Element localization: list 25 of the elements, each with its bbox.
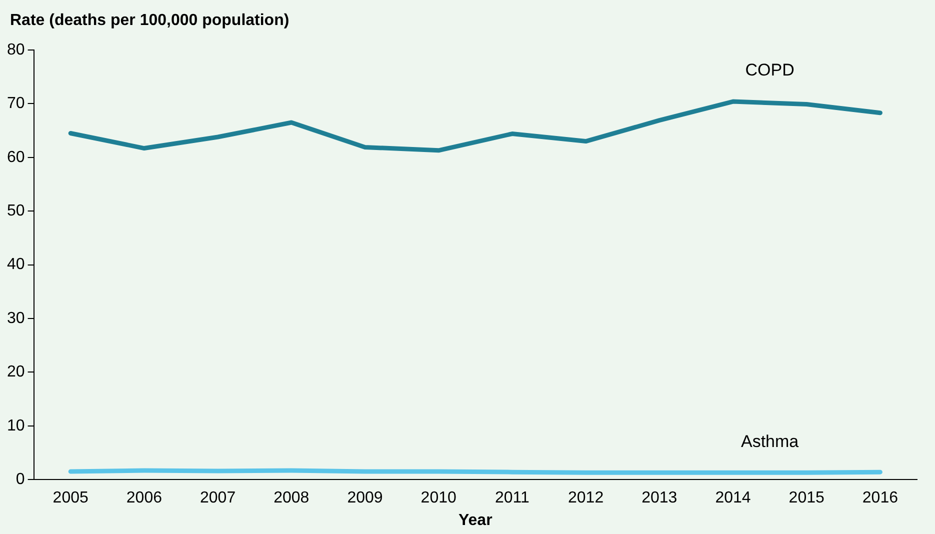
x-tick-label: 2007 [200, 490, 236, 507]
series-label: Asthma [740, 432, 800, 451]
x-tick-label: 2013 [642, 490, 678, 507]
x-tick-label: 2014 [715, 490, 751, 507]
x-tick-label: 2015 [788, 490, 824, 507]
y-tick-label: 60 [7, 148, 25, 166]
y-tick-label: 10 [7, 417, 25, 434]
x-tick-label: 2005 [52, 490, 88, 507]
x-tick-label: 2006 [126, 490, 162, 507]
x-tick-label: 2016 [862, 490, 898, 507]
x-axis-title: Year [458, 512, 492, 529]
x-tick-label: 2012 [568, 490, 604, 507]
y-tick-label: 70 [7, 95, 25, 112]
y-axis-title: Rate (deaths per 100,000 population) [10, 12, 290, 30]
y-tick-label: 20 [7, 364, 25, 381]
y-tick-label: 50 [7, 202, 25, 220]
y-tick-label: 40 [7, 256, 25, 274]
y-tick-label: 0 [16, 471, 25, 488]
series-label: COPD [745, 60, 794, 80]
x-tick-label: 2010 [420, 490, 456, 507]
x-tick-label: 2009 [347, 490, 383, 507]
x-tick-label: 2011 [494, 490, 530, 507]
x-tick-label: 2008 [274, 490, 310, 507]
y-tick-label: 80 [7, 41, 25, 58]
y-tick-label: 30 [7, 310, 25, 327]
